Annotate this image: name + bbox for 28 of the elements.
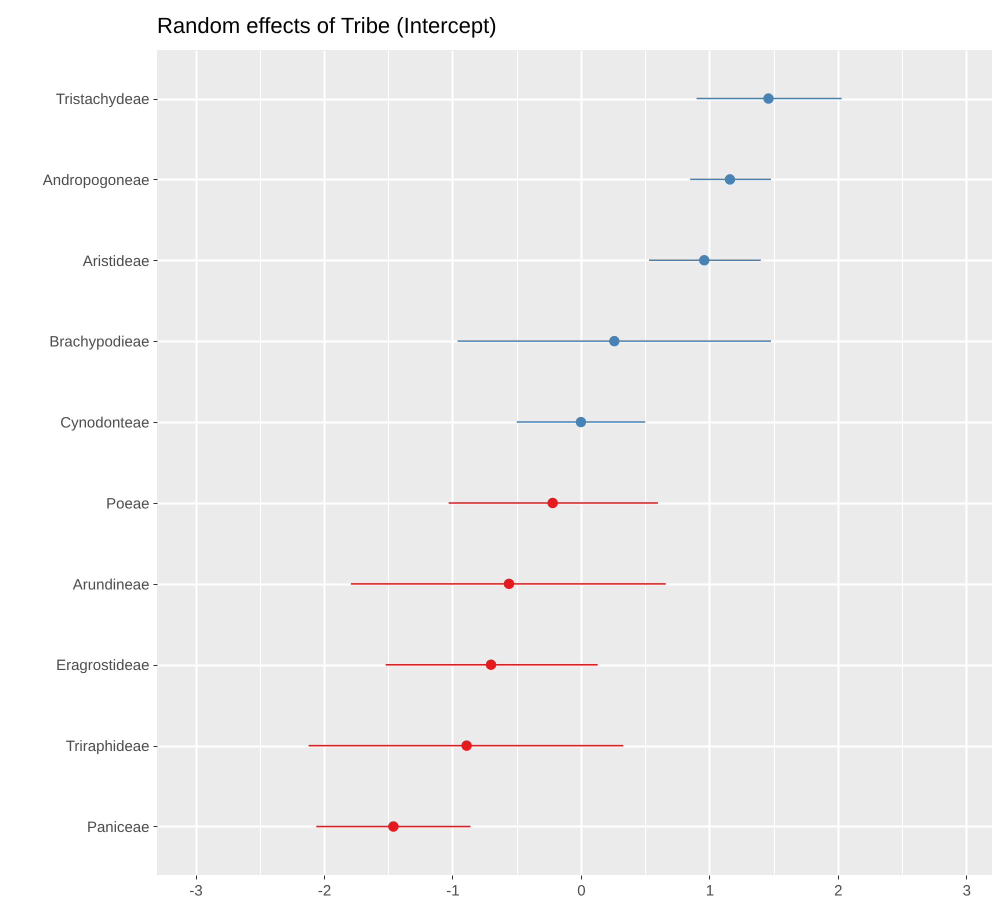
y-tick-label: Eragrostideae (56, 657, 150, 674)
x-tick-label: 3 (962, 882, 971, 900)
x-tick-label: -3 (189, 882, 203, 900)
point (763, 93, 774, 104)
y-tick-label: Cynodonteae (60, 414, 150, 432)
y-tick-label: Poeae (106, 495, 150, 512)
x-tick-label: 1 (706, 882, 714, 900)
y-tick-label: Aristideae (82, 252, 150, 270)
point (724, 174, 736, 185)
y-tick-label: Andropogoneae (42, 172, 150, 189)
point (547, 498, 558, 508)
x-tick-label: 2 (834, 882, 843, 900)
x-tick-label: -1 (446, 882, 460, 900)
y-tick-label: Tristachydeae (56, 91, 150, 108)
x-tick-label: 0 (577, 882, 586, 900)
point (504, 578, 514, 590)
point (609, 336, 620, 346)
y-tick-label: Arundineae (72, 576, 150, 594)
y-tick-label: Paniceae (86, 818, 150, 836)
point (486, 659, 496, 670)
x-tick-label: -2 (318, 882, 332, 900)
point (576, 416, 586, 428)
chart-title: Random effects of Tribe (Intercept) (157, 13, 497, 38)
y-tick-label: Brachypodieae (49, 334, 150, 351)
point (388, 821, 399, 832)
point (461, 740, 472, 751)
point (699, 255, 710, 266)
y-tick-label: Triraphideae (66, 738, 150, 756)
